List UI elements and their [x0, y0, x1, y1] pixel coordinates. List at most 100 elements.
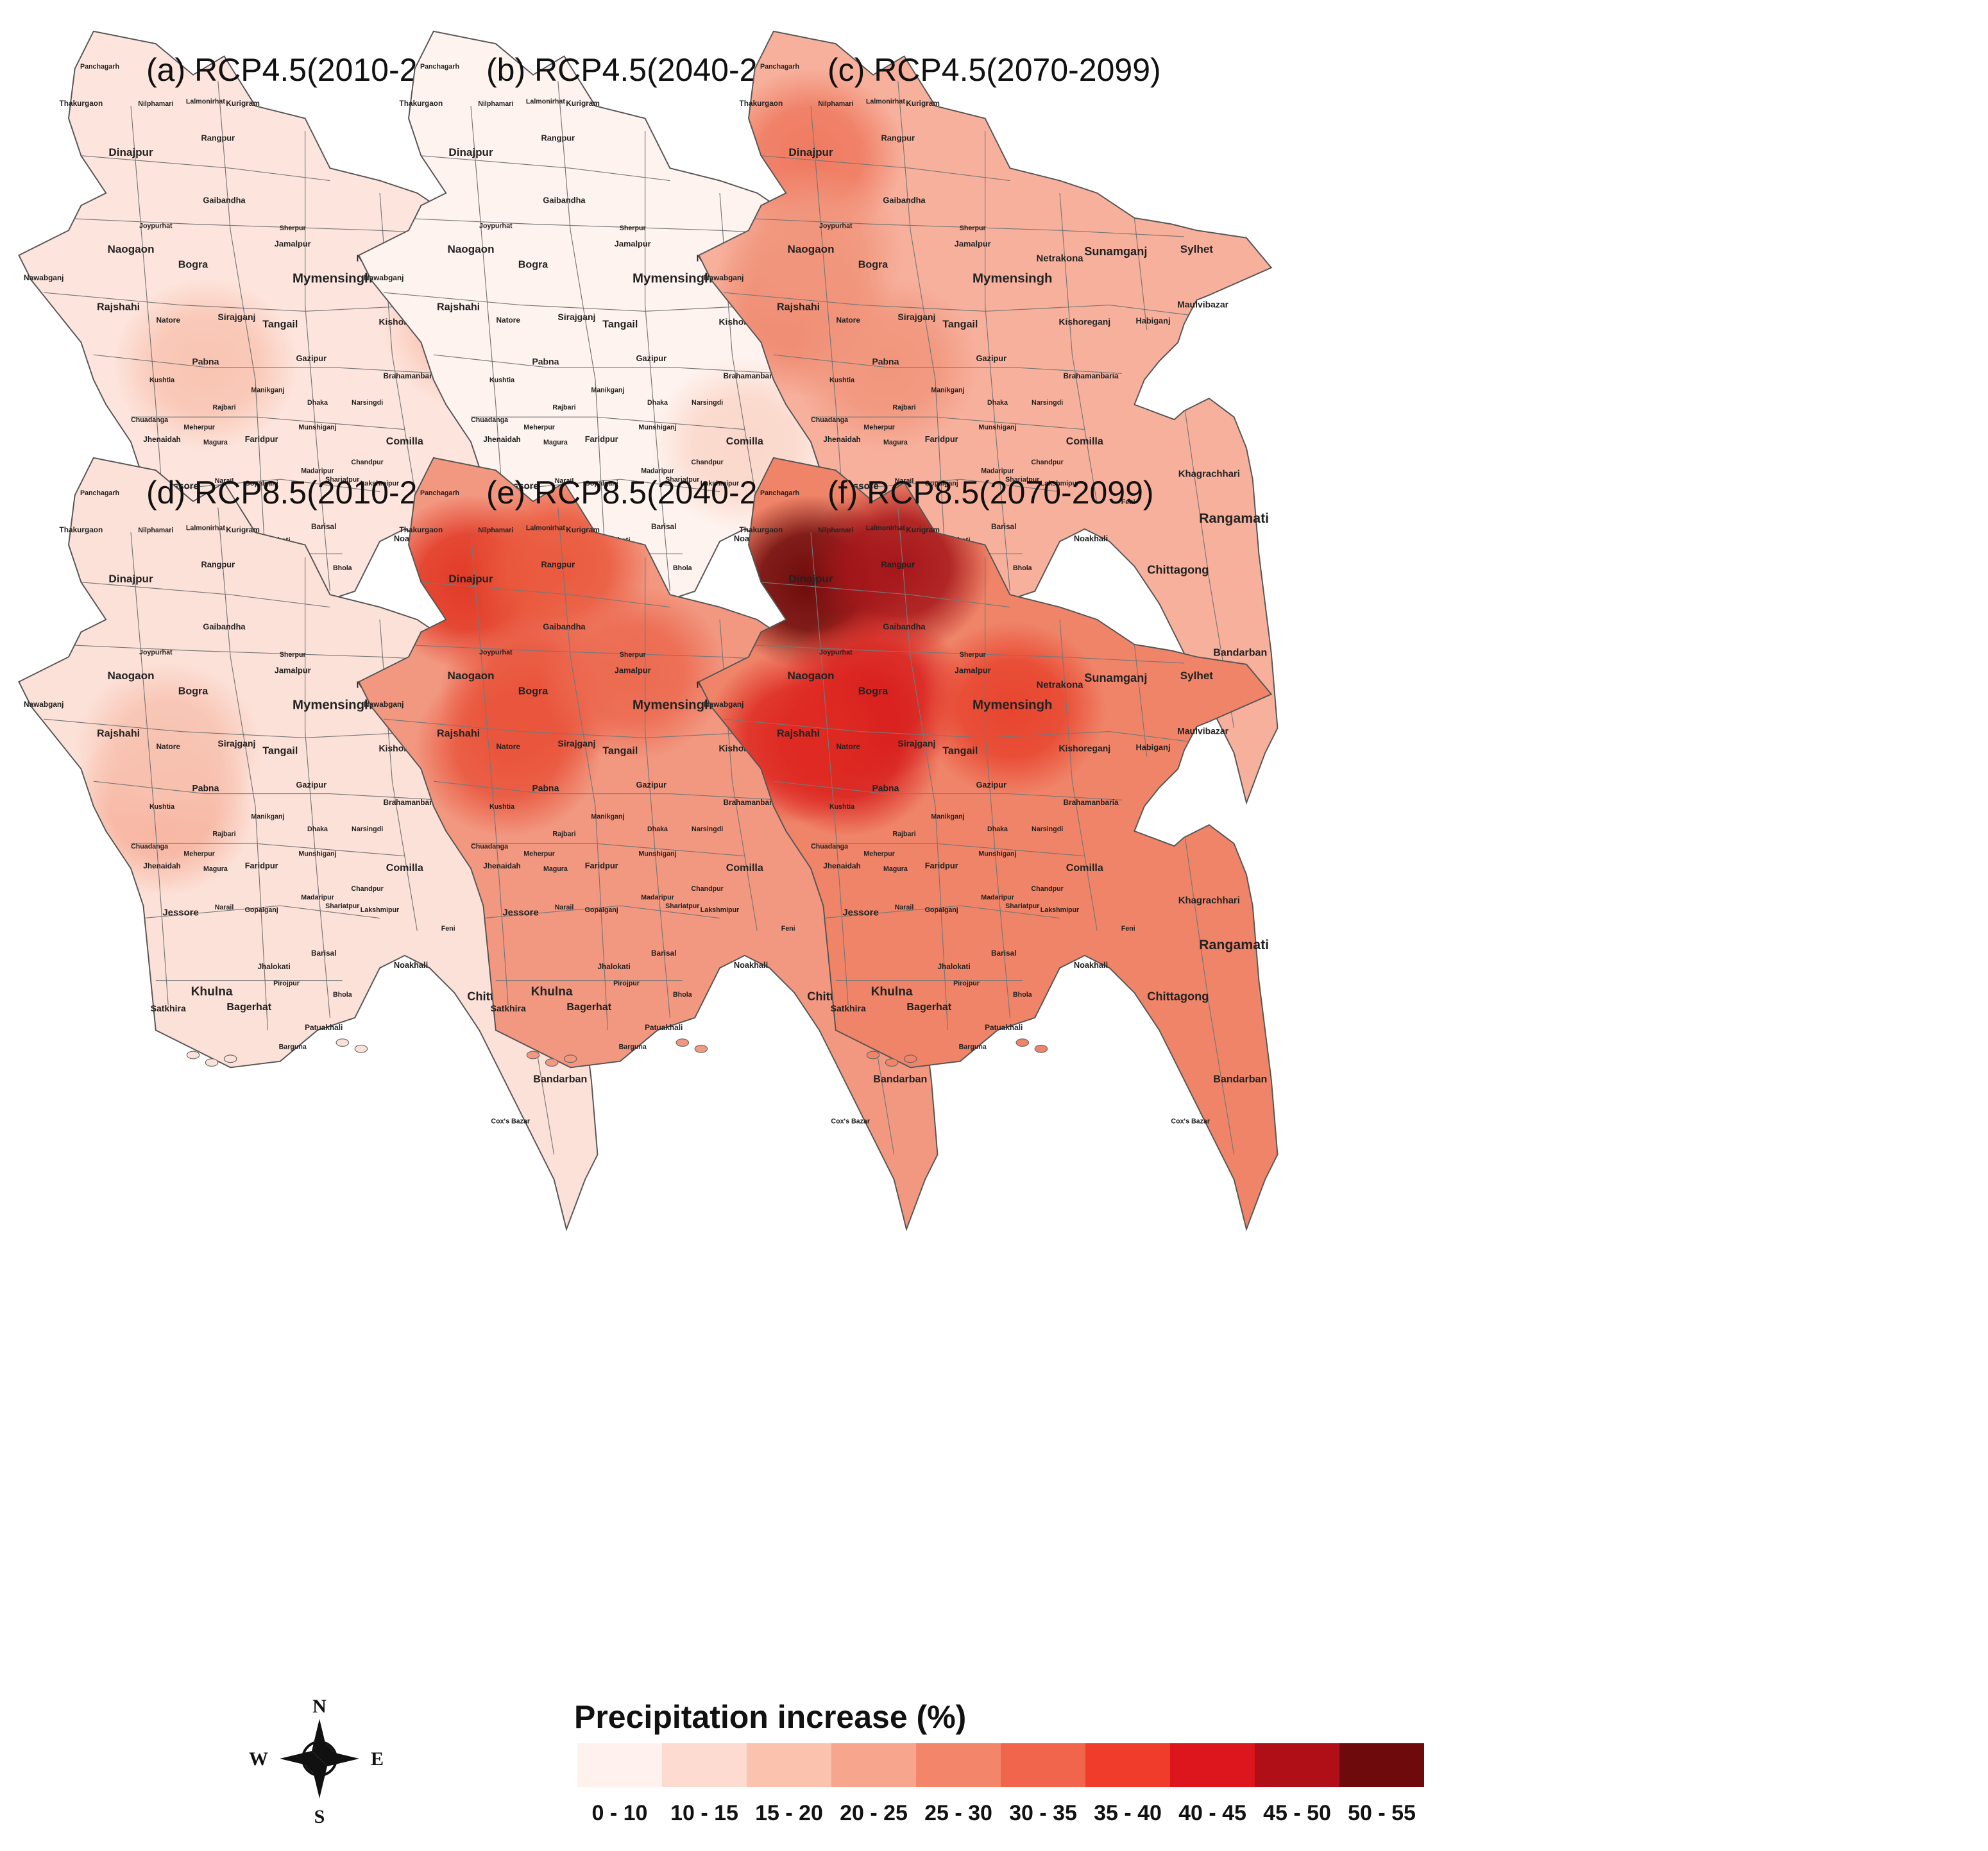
district-label: Barguna	[959, 1043, 987, 1051]
island	[545, 1058, 559, 1067]
district-boundary	[217, 507, 268, 1031]
district-label: Rangpur	[541, 560, 575, 570]
district-label: Pirojpur	[953, 979, 980, 987]
district-label: Barguna	[619, 1043, 647, 1051]
district-label: Rajbari	[892, 404, 915, 412]
district-label: Kurigram	[906, 525, 940, 534]
district-label: Kishoreganj	[1058, 743, 1110, 754]
district-label: Nawabganj	[24, 273, 64, 282]
island	[223, 1054, 237, 1063]
district-label: Lalmonirhat	[526, 97, 565, 105]
district-label: Brahamanbaria	[723, 371, 779, 380]
district-label: Magura	[203, 865, 228, 873]
district-label: Comilla	[726, 862, 764, 874]
district-label: Faridpur	[925, 434, 958, 444]
district-label: Rajshahi	[437, 727, 480, 739]
district-label: Gopalganj	[245, 906, 278, 914]
district-boundary	[985, 131, 1010, 591]
district-label: Feni	[1121, 925, 1135, 933]
district-label: Chuadanga	[471, 843, 508, 850]
district-label: Jhalokati	[937, 962, 970, 971]
district-label: Chandpur	[691, 885, 723, 893]
district-label: Sherpur	[960, 224, 986, 232]
compass-north-label: N	[312, 1696, 327, 1717]
district-label: Naogaon	[108, 670, 155, 682]
precipitation-hotspot	[792, 277, 979, 452]
district-label: Shariatpur	[325, 476, 359, 484]
district-boundary	[421, 155, 670, 182]
district-label: Munshiganj	[638, 424, 676, 432]
district-label: Naogaon	[448, 670, 495, 682]
district-label: Narail	[555, 904, 574, 911]
district-label: Feni	[781, 925, 795, 933]
district-label: Jessore	[502, 908, 538, 918]
district-label: Bhola	[333, 564, 352, 572]
district-label: Meherpur	[183, 424, 215, 432]
district-label: Faridpur	[245, 434, 278, 444]
district-label: Natore	[836, 316, 860, 325]
district-label: Barisal	[651, 949, 676, 958]
district-label: Sylhet	[1180, 243, 1214, 255]
district-label: Habiganj	[1135, 316, 1170, 326]
district-label: Kushtia	[829, 376, 854, 384]
compass-west-label: W	[249, 1748, 268, 1770]
district-label: Tangail	[942, 319, 978, 330]
district-label: Barisal	[311, 949, 336, 958]
district-label: Manikganj	[251, 813, 284, 820]
district-label: Dhaka	[307, 399, 328, 407]
district-label: Rajshahi	[97, 301, 140, 312]
district-label: Jhenaidah	[483, 861, 521, 870]
district-label: Madaripur	[981, 468, 1014, 475]
district-label: Jhalokati	[257, 962, 290, 971]
district-label: Nilphamari	[478, 527, 513, 534]
district-label: Shariatpur	[665, 476, 699, 484]
district-label: Lakshmipur	[361, 480, 399, 487]
district-label: Lakshmipur	[1041, 906, 1079, 914]
district-label: Natore	[156, 742, 180, 751]
district-label: Khagrachhari	[1178, 895, 1240, 906]
island	[336, 1038, 350, 1047]
district-label: Faridpur	[585, 861, 618, 870]
north-arrow-compass-icon: N S E W	[249, 1696, 384, 1827]
legend-label: 25 - 30	[924, 1801, 992, 1825]
district-label: Narsingdi	[692, 399, 723, 407]
district-label: Madaripur	[641, 894, 674, 902]
district-label: Magura	[203, 439, 228, 446]
district-label: Narsingdi	[1032, 399, 1063, 407]
legend-label: 20 - 25	[840, 1801, 908, 1825]
district-label: Thakurgaon	[400, 525, 443, 534]
district-boundary	[1134, 644, 1148, 757]
district-label: Narsingdi	[352, 399, 383, 407]
district-boundary	[557, 507, 608, 1031]
district-label: Nawabganj	[364, 700, 404, 709]
district-label: Nilphamari	[818, 527, 853, 534]
district-label: Meherpur	[523, 424, 555, 432]
island	[1015, 1038, 1030, 1047]
district-label: Tangail	[602, 319, 638, 330]
legend-swatch	[1085, 1743, 1170, 1787]
district-label: Cox's Bazar	[1171, 1118, 1210, 1126]
district-label: Thakurgaon	[60, 525, 103, 534]
district-label: Comilla	[1066, 435, 1104, 447]
district-label: Rajbari	[212, 404, 235, 412]
district-label: Magura	[543, 865, 568, 873]
district-label: Mymensingh	[293, 698, 372, 713]
district-label: Tangail	[942, 745, 978, 757]
district-label: Munshiganj	[978, 850, 1016, 858]
district-label: Rangpur	[201, 133, 235, 143]
district-label: Natore	[496, 742, 520, 751]
legend-swatch	[1170, 1743, 1255, 1787]
district-label: Comilla	[386, 435, 424, 447]
district-label: Thakurgaon	[60, 99, 103, 108]
precipitation-hotspot	[919, 621, 1106, 797]
district-label: Rajbari	[552, 831, 575, 838]
district-label: Patuakhali	[985, 1023, 1023, 1032]
district-label: Sherpur	[960, 651, 986, 659]
district-label: Jamalpur	[275, 239, 311, 248]
district-label: Jamalpur	[275, 665, 311, 675]
district-label: Rajbari	[892, 831, 915, 838]
district-boundary	[217, 81, 268, 604]
district-label: Noakhali	[1074, 534, 1108, 543]
district-boundary	[761, 155, 1010, 182]
